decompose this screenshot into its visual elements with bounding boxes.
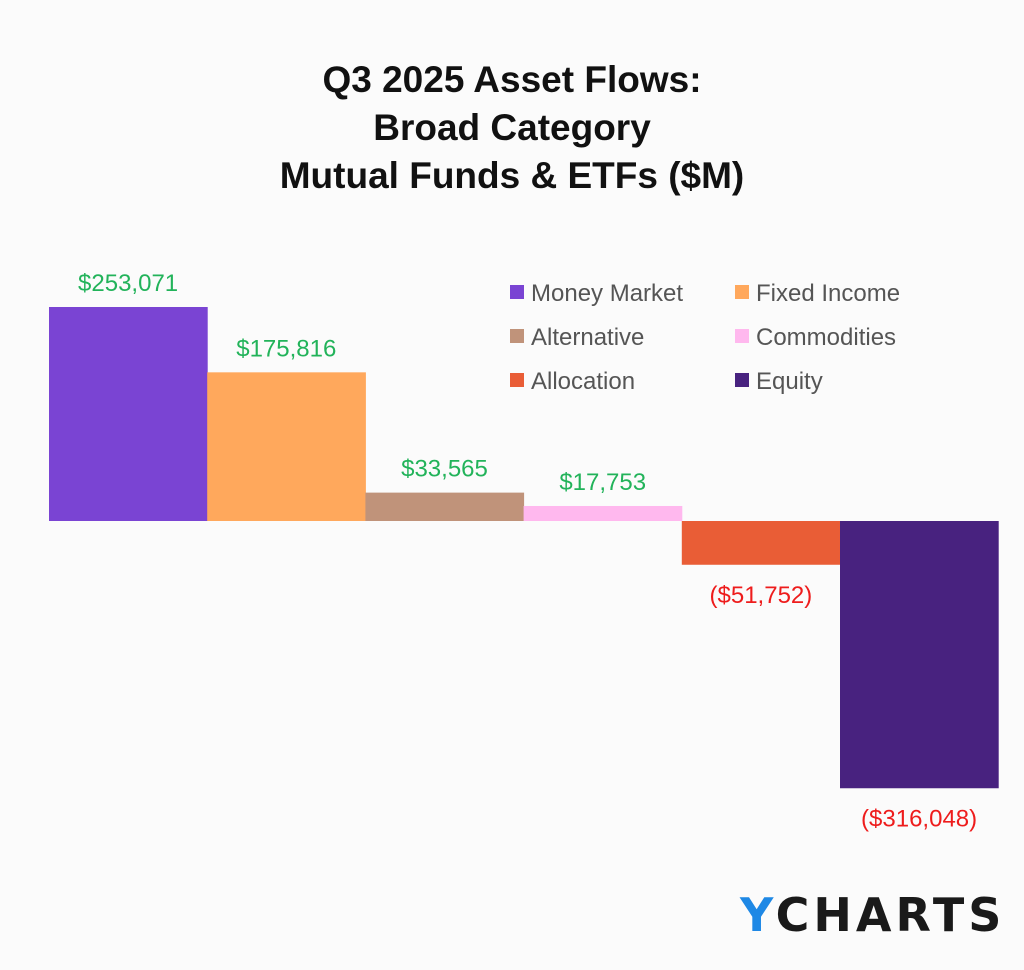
data-label: $17,753 xyxy=(559,469,646,496)
bar-allocation xyxy=(681,521,841,565)
bar-equity xyxy=(840,521,999,789)
bar-alternative xyxy=(365,492,525,521)
bar-money-market xyxy=(49,307,208,521)
legend-label: Money Market xyxy=(531,280,683,307)
ycharts-logo: YCHARTS xyxy=(740,888,1006,942)
data-label: $175,816 xyxy=(236,335,336,362)
legend-label: Commodities xyxy=(756,324,896,351)
chart-title: Q3 2025 Asset Flows: Broad Category Mutu… xyxy=(0,56,1024,200)
legend-label: Equity xyxy=(756,368,823,395)
legend-swatch xyxy=(510,329,524,343)
data-label: ($316,048) xyxy=(861,805,977,832)
legend-label: Allocation xyxy=(531,368,635,395)
legend-swatch xyxy=(510,285,524,299)
bar-fixed-income xyxy=(207,372,366,521)
legend-swatch xyxy=(510,373,524,387)
data-label: $253,071 xyxy=(78,270,178,297)
legend-label: Fixed Income xyxy=(756,280,900,307)
bar-commodities xyxy=(523,505,683,521)
legend-swatch xyxy=(735,285,749,299)
legend-swatch xyxy=(735,329,749,343)
title-line-3: Mutual Funds & ETFs ($M) xyxy=(279,155,745,196)
title-line-2: Broad Category xyxy=(373,107,651,148)
legend-label: Alternative xyxy=(531,324,644,351)
data-label: $33,565 xyxy=(401,456,488,483)
data-label: ($51,752) xyxy=(710,582,813,609)
title-line-1: Q3 2025 Asset Flows: xyxy=(322,59,702,100)
legend-swatch xyxy=(735,373,749,387)
